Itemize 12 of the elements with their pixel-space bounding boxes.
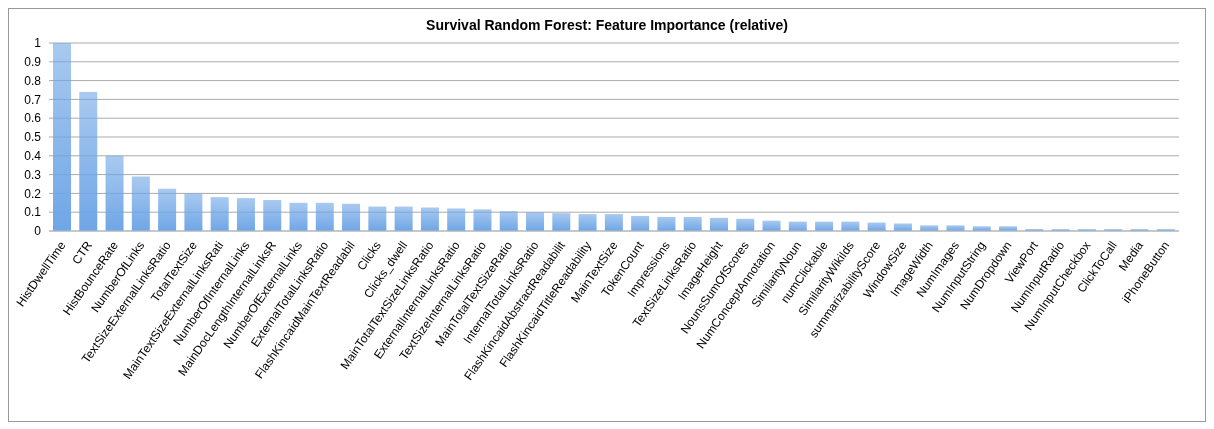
y-tick-label: 0 xyxy=(34,224,42,239)
chart-title: Survival Random Forest: Feature Importance (relative) xyxy=(425,16,789,33)
y-tick-label: 0.8 xyxy=(24,73,42,88)
y-tick-label: 0.9 xyxy=(24,55,42,70)
y-tick-label: 0.1 xyxy=(24,205,42,220)
y-tick-label: 0.4 xyxy=(24,149,42,164)
y-tick-label: 1 xyxy=(34,36,42,51)
y-tick-label: 0.5 xyxy=(24,130,42,145)
y-tick-label: 0.7 xyxy=(24,92,42,107)
y-tick-label: 0.2 xyxy=(24,186,42,201)
y-tick-label: 0.6 xyxy=(24,111,42,126)
y-tick-label: 0.3 xyxy=(24,167,42,182)
